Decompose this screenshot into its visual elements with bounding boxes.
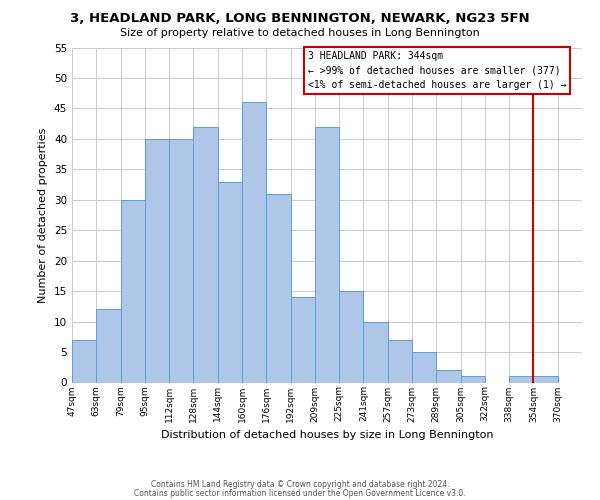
X-axis label: Distribution of detached houses by size in Long Bennington: Distribution of detached houses by size … xyxy=(161,430,493,440)
Bar xyxy=(436,370,461,382)
Bar xyxy=(96,310,121,382)
Y-axis label: Number of detached properties: Number of detached properties xyxy=(38,128,49,302)
Bar xyxy=(533,376,558,382)
Bar xyxy=(218,182,242,382)
Bar xyxy=(193,126,218,382)
Text: Contains public sector information licensed under the Open Government Licence v3: Contains public sector information licen… xyxy=(134,489,466,498)
Bar xyxy=(509,376,533,382)
Bar xyxy=(461,376,485,382)
Bar xyxy=(266,194,290,382)
Bar xyxy=(315,126,339,382)
Text: Contains HM Land Registry data © Crown copyright and database right 2024.: Contains HM Land Registry data © Crown c… xyxy=(151,480,449,489)
Bar xyxy=(364,322,388,382)
Bar xyxy=(242,102,266,382)
Text: 3, HEADLAND PARK, LONG BENNINGTON, NEWARK, NG23 5FN: 3, HEADLAND PARK, LONG BENNINGTON, NEWAR… xyxy=(70,12,530,26)
Bar xyxy=(388,340,412,382)
Bar xyxy=(412,352,436,382)
Bar xyxy=(290,297,315,382)
Bar xyxy=(72,340,96,382)
Bar xyxy=(169,139,193,382)
Text: 3 HEADLAND PARK: 344sqm
← >99% of detached houses are smaller (377)
<1% of semi-: 3 HEADLAND PARK: 344sqm ← >99% of detach… xyxy=(308,50,566,90)
Text: Size of property relative to detached houses in Long Bennington: Size of property relative to detached ho… xyxy=(120,28,480,38)
Bar xyxy=(145,139,169,382)
Bar xyxy=(121,200,145,382)
Bar xyxy=(339,291,364,382)
